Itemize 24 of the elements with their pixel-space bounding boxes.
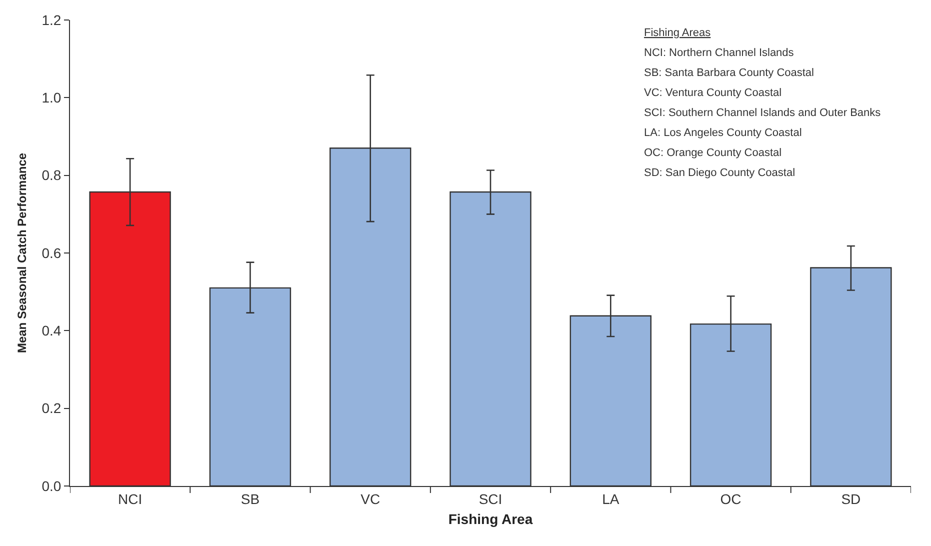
annotation: VC: Ventura County Coastal <box>644 87 782 99</box>
x-tick-label: VC <box>360 490 380 507</box>
y-tick-label: 0.8 <box>42 167 62 184</box>
y-tick-label: 0.4 <box>42 322 62 339</box>
x-tick-label: SCI <box>478 490 502 507</box>
x-tick-label: SB <box>240 490 260 507</box>
annotation: SCI: Southern Channel Islands and Outer Banks <box>644 107 882 119</box>
annotation: SD: San Diego County Coastal <box>644 167 796 179</box>
y-tick-label: 1.2 <box>42 12 62 28</box>
annotation: LA: Los Angeles County Coastal <box>644 127 802 139</box>
y-tick-label: 0.2 <box>42 400 62 416</box>
annotation: SB: Santa Barbara County Coastal <box>644 67 814 79</box>
x-tick-label: NCI <box>118 490 142 507</box>
x-tick-label: SD <box>841 490 861 507</box>
annotation: OC: Orange County Coastal <box>644 147 782 159</box>
annotation: NCI: Northern Channel Islands <box>644 47 794 59</box>
x-tick-label: LA <box>602 490 620 507</box>
x-tick-label: OC <box>720 490 742 507</box>
y-tick-label: 1.0 <box>42 90 62 106</box>
y-tick-label: 0.6 <box>42 244 62 261</box>
y-tick-label: 0.0 <box>42 478 62 494</box>
annotation: Fishing Areas <box>644 27 712 39</box>
x-axis-title: Fishing Area <box>448 511 533 528</box>
y-axis-title: Mean Seasonal Catch Performance <box>15 152 30 354</box>
